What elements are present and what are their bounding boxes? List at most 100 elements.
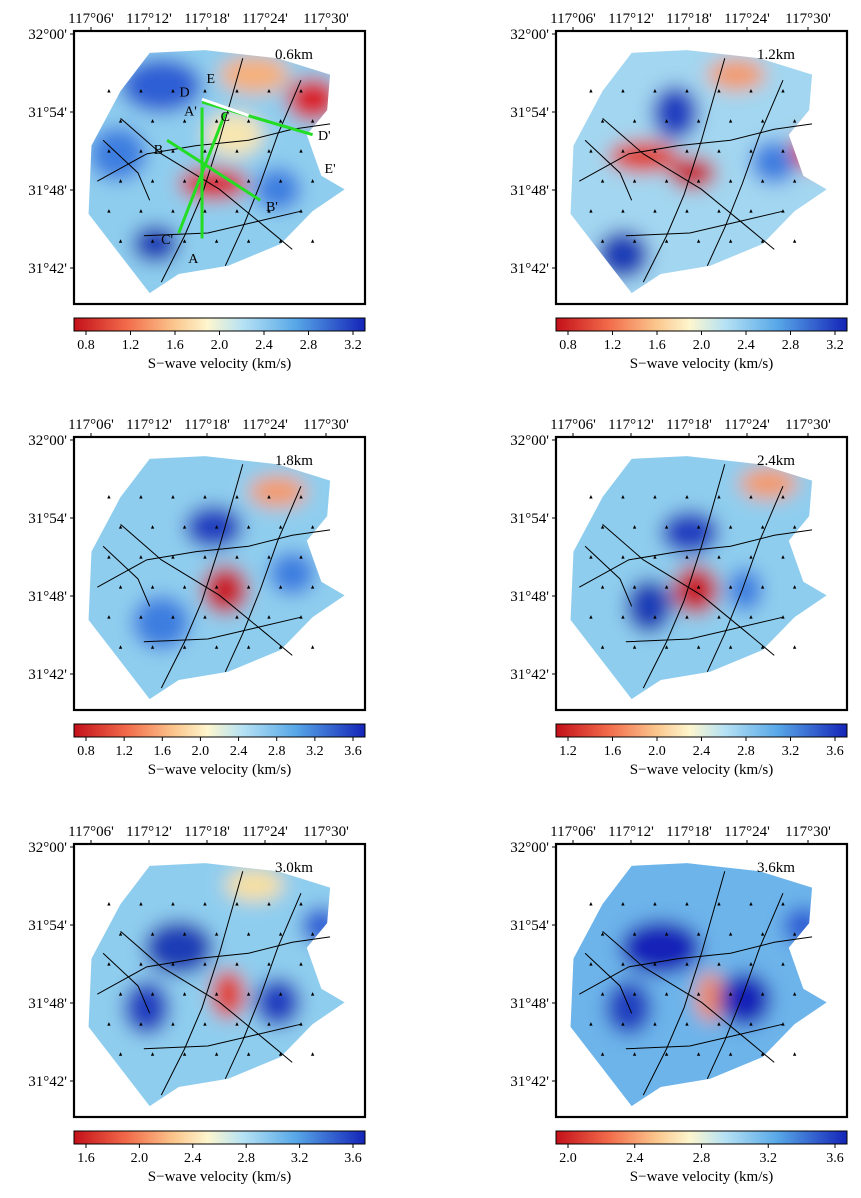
lat-label: 31°54' (28, 105, 67, 121)
station-marker (107, 89, 111, 93)
lat-label: 31°48' (510, 589, 549, 605)
lat-label: 31°42' (510, 261, 549, 277)
station-marker (235, 555, 239, 559)
station-marker (235, 902, 239, 906)
station-marker (299, 209, 303, 213)
station-marker (696, 1052, 701, 1056)
colorbar-tick-label: 3.2 (344, 338, 362, 353)
station-marker (792, 992, 797, 996)
lon-label: 117°06' (550, 824, 596, 840)
station-marker (107, 209, 111, 213)
station-marker (632, 525, 637, 529)
station-marker (749, 555, 753, 559)
colorbar-gradient (555, 723, 848, 738)
profile-line (177, 112, 227, 234)
station-marker (171, 149, 175, 153)
station-marker (182, 585, 187, 589)
velocity-field (570, 456, 827, 700)
station-marker (118, 932, 123, 936)
station-marker (728, 585, 733, 589)
station-marker (632, 179, 637, 183)
station-marker (717, 495, 721, 499)
station-marker (203, 902, 207, 906)
colorbar: 2.0 2.4 2.8 3.2 3.6 S−wave velocity (km/s) (555, 1130, 848, 1185)
velocity-anomaly (791, 132, 827, 171)
velocity-anomaly (605, 980, 653, 1036)
station-marker (299, 1022, 303, 1026)
station-marker (267, 209, 271, 213)
fault-line (97, 936, 331, 995)
station-marker (150, 932, 155, 936)
station-marker (696, 525, 701, 529)
fault-line (642, 871, 726, 1096)
station-marker (214, 239, 219, 243)
lon-label: 117°30' (303, 11, 349, 27)
station-marker (139, 902, 143, 906)
velocity-anomaly (210, 969, 246, 1019)
station-marker (299, 555, 303, 559)
station-marker (107, 555, 111, 559)
station-marker (728, 1052, 733, 1056)
velocity-anomaly (254, 977, 301, 1027)
station-marker (696, 645, 701, 649)
velocity-anomaly (184, 505, 243, 549)
station-marker (621, 495, 625, 499)
station-marker (139, 1022, 143, 1026)
station-marker (118, 1052, 123, 1056)
station-marker (214, 645, 219, 649)
station-marker (696, 119, 701, 123)
station-marker (214, 179, 219, 183)
colorbar-tick-label: 2.8 (300, 338, 318, 353)
station-marker (246, 525, 251, 529)
station-marker (632, 585, 637, 589)
station-marker (118, 239, 123, 243)
station-marker (139, 962, 143, 966)
lon-label: 117°18' (184, 417, 230, 433)
station-marker (749, 209, 753, 213)
lat-label: 32°00' (510, 433, 549, 449)
velocity-anomaly (782, 906, 824, 946)
station-marker (278, 932, 283, 936)
station-marker (632, 992, 637, 996)
station-marker (685, 1022, 689, 1026)
station-marker (621, 962, 625, 966)
colorbar-tick-label: 2.0 (559, 1151, 577, 1166)
lon-label: 117°30' (785, 824, 831, 840)
velocity-anomaly (739, 467, 798, 500)
colorbar-tick-label: 0.8 (559, 338, 577, 353)
fault-line (642, 464, 726, 689)
lat-label: 31°48' (28, 996, 67, 1012)
station-marker (685, 902, 689, 906)
profile-start-label: B (154, 143, 163, 158)
station-marker (203, 149, 207, 153)
profile-start-label: A (188, 252, 199, 267)
station-marker (310, 525, 315, 529)
station-marker (299, 89, 303, 93)
station-marker (728, 992, 733, 996)
station-marker (246, 239, 251, 243)
station-marker (749, 615, 753, 619)
station-marker (182, 992, 187, 996)
station-marker (214, 585, 219, 589)
fault-line (579, 123, 813, 182)
station-marker (267, 962, 271, 966)
station-marker (310, 645, 315, 649)
station-marker (278, 119, 283, 123)
profile-end-label: E' (325, 162, 336, 177)
station-marker (632, 1052, 637, 1056)
velocity-anomaly (219, 55, 290, 94)
colorbar-tick-label: 2.0 (648, 744, 666, 759)
profile-end-label: D' (318, 129, 331, 144)
map-frame (554, 435, 849, 712)
lon-label: 117°24' (242, 11, 288, 27)
station-marker (600, 932, 605, 936)
lon-label: 117°06' (550, 417, 596, 433)
station-marker (621, 555, 625, 559)
station-marker (171, 902, 175, 906)
colorbar-gradient (73, 1130, 366, 1145)
velocity-anomaly (727, 568, 763, 612)
station-marker (653, 615, 657, 619)
station-marker (653, 495, 657, 499)
lat-label: 31°54' (510, 511, 549, 527)
